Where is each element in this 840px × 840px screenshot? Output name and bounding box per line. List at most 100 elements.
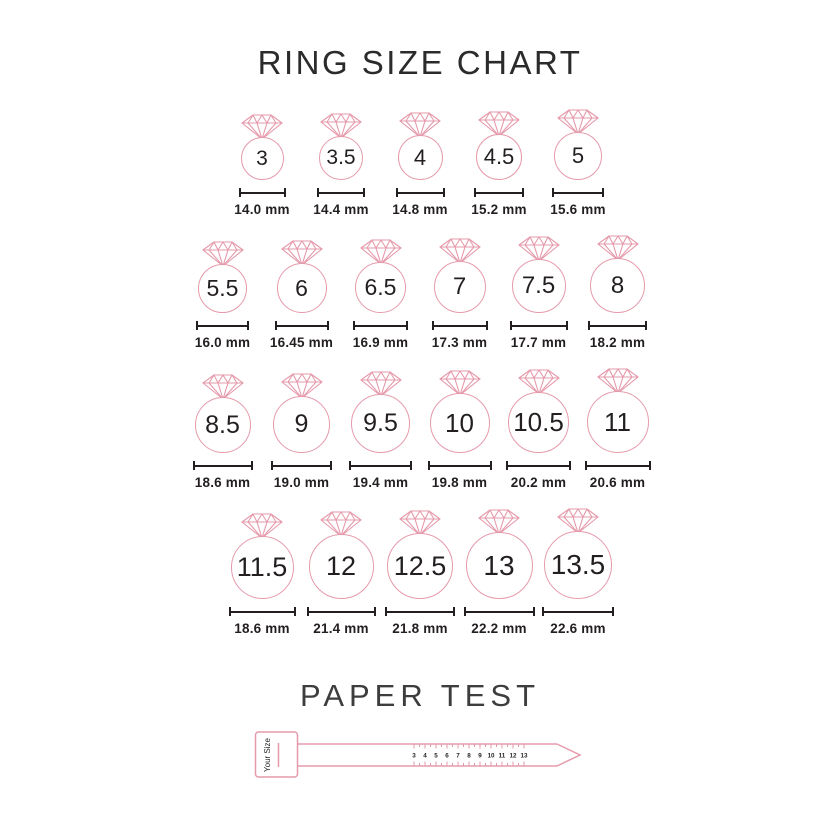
ruler-number: 9	[478, 752, 482, 759]
ring-circle: 5.5	[198, 264, 247, 313]
diameter-mm-label: 16.45 mm	[269, 335, 334, 350]
diameter-mm-label: 19.8 mm	[431, 475, 488, 490]
diameter-mm-label: 18.6 mm	[234, 621, 290, 636]
ring-circle: 13	[465, 532, 533, 599]
ring-size-label: 3.5	[326, 146, 356, 169]
diamond-icon	[596, 368, 639, 394]
diameter-measure-line	[317, 188, 365, 197]
ring-size-label: 8	[610, 271, 625, 299]
diameter-measure-line	[274, 321, 329, 330]
ring-row: 3 14.0 mm 3.5 14.4 mm 4 14.8 mm 4.5 15.2 mm …	[223, 108, 618, 217]
diameter-mm-label: 17.7 mm	[510, 335, 567, 350]
ring-circle: 6	[276, 263, 327, 313]
diamond-icon	[241, 513, 283, 539]
ring-item: 6 16.45 mm	[262, 239, 341, 350]
ruler-number: 11	[499, 752, 506, 759]
diameter-measure-line	[385, 607, 455, 616]
ruler-number: 4	[423, 752, 427, 759]
sizer-arrow-tip	[556, 743, 582, 767]
diameter-measure-line	[542, 607, 614, 616]
ring-circle: 3	[240, 137, 284, 180]
ring-circle: 13.5	[544, 531, 612, 599]
diamond-icon	[557, 508, 599, 534]
ring-size-label: 13.5	[550, 549, 606, 580]
diameter-mm-label: 15.6 mm	[550, 202, 606, 217]
diameter-mm-label: 20.2 mm	[510, 475, 567, 490]
diamond-icon	[478, 111, 520, 137]
diameter-measure-line	[196, 321, 249, 330]
ring-circle: 9	[273, 396, 330, 453]
ruler-number: 6	[445, 752, 449, 759]
sizer-tab	[254, 731, 299, 778]
ring-size-label: 7	[452, 273, 467, 300]
ring-circle: 12	[308, 534, 374, 599]
ruler-number: 7	[456, 752, 460, 759]
paper-sizer-illustration: Your Size 3 4 5 6 7 8 9 10 11 12 13	[254, 731, 582, 778]
diameter-measure-line	[552, 188, 604, 197]
diameter-measure-line	[228, 607, 296, 616]
diameter-measure-line	[474, 188, 524, 197]
diameter-measure-line	[306, 607, 376, 616]
ring-circle: 12.5	[387, 533, 453, 599]
diameter-measure-line	[509, 321, 568, 330]
diameter-measure-line	[463, 607, 535, 616]
diameter-mm-label: 14.4 mm	[313, 202, 369, 217]
ring-size-label: 4.5	[483, 144, 515, 169]
diamond-icon	[320, 113, 362, 139]
diamond-icon	[438, 238, 481, 264]
diamond-icon	[517, 369, 560, 395]
diamond-icon	[201, 374, 244, 400]
diamond-icon	[478, 509, 520, 535]
ruler-number: 8	[467, 752, 471, 759]
diamond-icon	[320, 511, 362, 537]
ring-row: 5.5 16.0 mm 6 16.45 mm 6.5 16.9 mm 7 17.3 mm…	[183, 234, 657, 350]
diameter-mm-label: 14.8 mm	[392, 202, 448, 217]
ring-item: 11 20.6 mm	[578, 367, 657, 490]
ring-item: 9.5 19.4 mm	[341, 370, 420, 490]
ring-item: 8 18.2 mm	[578, 234, 657, 350]
ring-item: 7 17.3 mm	[420, 237, 499, 350]
diamond-icon	[359, 371, 402, 397]
diameter-measure-line	[506, 461, 571, 470]
diameter-measure-line	[192, 461, 253, 470]
paper-test-heading: PAPER TEST	[299, 678, 541, 713]
ring-circle: 11	[586, 391, 649, 453]
ring-item: 4 14.8 mm	[381, 111, 460, 217]
ring-item: 6.5 16.9 mm	[341, 238, 420, 350]
diameter-mm-label: 19.0 mm	[273, 475, 330, 490]
diamond-icon	[241, 114, 283, 140]
paper-sizer: Your Size 3 4 5 6 7 8 9 10 11 12 13	[254, 728, 586, 787]
ring-size-label: 9	[294, 410, 309, 438]
ring-rows: 3 14.0 mm 3.5 14.4 mm 4 14.8 mm 4.5 15.2 mm …	[183, 108, 657, 636]
ring-size-label: 5	[571, 143, 585, 168]
ring-circle: 8	[590, 258, 645, 313]
diamond-icon	[596, 235, 639, 261]
ring-item: 8.5 18.6 mm	[183, 373, 262, 490]
ring-item: 9 19.0 mm	[262, 372, 341, 490]
ring-circle: 5	[554, 132, 602, 180]
diameter-mm-label: 16.9 mm	[352, 335, 409, 350]
ring-size-label: 13	[483, 549, 515, 581]
ring-size-label: 9.5	[363, 409, 398, 437]
ruler-number: 5	[434, 752, 438, 759]
ring-circle: 7	[433, 261, 486, 313]
ring-circle: 4.5	[476, 134, 522, 180]
ruler-number: 12	[509, 752, 517, 759]
ring-size-label: 12	[325, 551, 357, 581]
diameter-mm-label: 20.6 mm	[589, 475, 646, 490]
diameter-measure-line	[395, 188, 445, 197]
diameter-measure-line	[238, 188, 286, 197]
ring-size-label: 5.5	[206, 275, 239, 301]
ring-circle: 11.5	[230, 536, 294, 599]
diameter-measure-line	[584, 461, 651, 470]
ring-circle: 3.5	[319, 136, 363, 180]
ring-item: 5 15.6 mm	[539, 108, 618, 217]
ring-circle: 7.5	[511, 259, 566, 313]
ring-size-label: 12.5	[393, 550, 447, 581]
ring-size-label: 6.5	[364, 274, 397, 300]
ruler-number: 3	[412, 752, 416, 759]
ring-item: 4.5 15.2 mm	[460, 110, 539, 217]
ring-item: 10.5 20.2 mm	[499, 368, 578, 490]
diamond-icon	[359, 239, 402, 265]
